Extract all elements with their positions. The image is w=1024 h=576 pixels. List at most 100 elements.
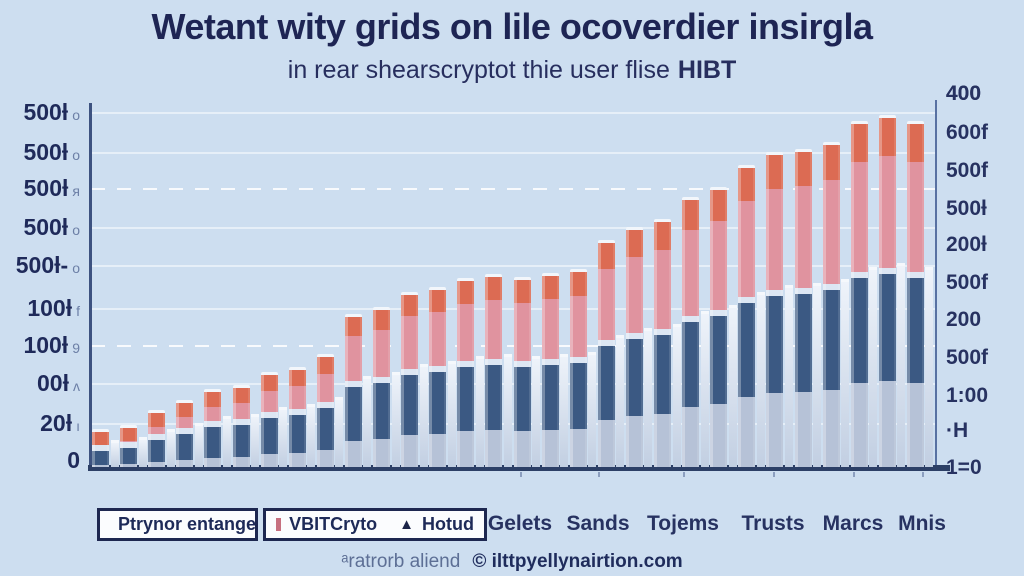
bar-side-column <box>897 263 906 467</box>
bar-segment <box>710 404 728 467</box>
bar-segment <box>822 284 840 290</box>
bar-segment <box>176 460 194 467</box>
bar-segment <box>344 336 362 381</box>
bar-segment <box>344 381 362 387</box>
bar-segment <box>569 269 587 296</box>
bar-side-column <box>307 404 316 467</box>
legend-label-1: Ptrynor entange <box>118 514 257 534</box>
bar-side-column <box>672 324 681 467</box>
bar-side-column <box>194 423 203 467</box>
bar-segment <box>148 427 166 434</box>
bar-segment <box>401 292 419 316</box>
bar-segment <box>288 409 306 415</box>
stacked-bar <box>288 367 306 467</box>
bar-segment <box>794 294 812 392</box>
stacked-bar <box>654 219 671 467</box>
stacked-bar <box>738 165 756 467</box>
bar-side-column <box>475 356 484 467</box>
bar-segment <box>738 303 756 397</box>
bar-side-column <box>251 414 259 467</box>
bar-side-column <box>588 352 597 467</box>
bar-segment <box>204 427 222 458</box>
bar-segment <box>401 369 419 375</box>
bar-segment <box>120 448 138 464</box>
y-tick-label-left: 20ƚ ı <box>40 410 80 436</box>
bar-segment <box>92 451 109 465</box>
y-tick-label-right: 600f <box>946 121 989 144</box>
legend-box-2: VBITCryto ▲ Hotud <box>263 508 487 541</box>
y-tick-label-left: 0 <box>67 447 80 473</box>
bar-segment <box>373 307 390 330</box>
bar-segment <box>401 375 419 435</box>
y-tick-label-right: 500f <box>946 346 989 369</box>
bar-segment <box>429 287 447 312</box>
stacked-bar <box>373 307 390 467</box>
stacked-bar <box>541 273 559 467</box>
bar-segment <box>373 330 390 377</box>
bar-segment <box>710 187 728 221</box>
bar-side-column <box>813 283 821 467</box>
bar-segment <box>316 374 334 402</box>
bar-segment <box>850 278 868 383</box>
x-tick-mark <box>683 472 685 477</box>
bar-side-column <box>532 356 540 467</box>
bar-segment <box>794 149 812 186</box>
bar-segment <box>878 156 896 268</box>
bar-segment <box>316 354 334 374</box>
stacked-bar <box>878 115 896 467</box>
footer-domain-text: © ilttpyellynairtion.com <box>472 551 683 572</box>
bar-segment <box>625 227 643 257</box>
x-tick-label: Sands <box>566 512 630 535</box>
bar-side-column <box>391 372 400 467</box>
bar-segment <box>457 367 475 431</box>
bar-side-column <box>925 267 934 467</box>
bar-side-column <box>616 335 625 467</box>
stacked-bar <box>457 278 475 467</box>
bar-segment <box>878 115 896 156</box>
bar-side-column <box>869 267 878 467</box>
y-tick-label-right: 400 <box>946 82 982 105</box>
stacked-bar <box>794 149 812 467</box>
bar-segment <box>260 418 278 454</box>
bar-segment <box>316 408 334 450</box>
bar-segment <box>457 278 475 304</box>
bar-segment <box>906 383 924 467</box>
bar-segment <box>906 162 924 272</box>
bar-side-column <box>419 364 428 467</box>
bar-segment <box>541 430 559 467</box>
y-axis-line-left <box>89 103 92 467</box>
bar-segment <box>232 457 250 467</box>
bar-segment <box>878 274 896 381</box>
stacked-bar <box>260 372 278 467</box>
bar-segment <box>513 303 531 361</box>
stacked-bar <box>344 314 362 467</box>
stacked-bar <box>92 429 109 467</box>
page-title: Wetant wity grids on lile ocoverdier ins… <box>151 6 873 47</box>
bar-side-column <box>110 440 119 467</box>
bar-segment <box>513 367 531 431</box>
bar-segment <box>625 339 643 416</box>
legend-label-2: VBITCryto <box>289 514 378 534</box>
bar-segment <box>429 366 447 372</box>
bar-side-column <box>138 437 147 467</box>
subtitle-text: in rear shearscryptot thie user flise <box>287 56 670 84</box>
bar-segment <box>906 272 924 278</box>
bar-segment <box>485 365 503 430</box>
bar-segment <box>260 454 278 467</box>
bar-segment <box>738 201 756 297</box>
bar-segment <box>541 299 559 359</box>
bar-side-column <box>503 354 512 467</box>
bar-segment <box>597 340 615 346</box>
gridline <box>91 152 936 154</box>
bar-segment <box>457 431 475 467</box>
bar-segment <box>513 277 531 303</box>
bar-segment <box>541 273 559 299</box>
bar-side-column <box>166 429 175 467</box>
bar-segment <box>429 312 447 366</box>
bar-side-column <box>279 407 288 467</box>
bar-segment <box>513 431 531 467</box>
bar-segment <box>738 397 756 467</box>
gridline <box>91 188 936 190</box>
bar-segment <box>232 419 250 425</box>
bar-segment <box>288 453 306 467</box>
